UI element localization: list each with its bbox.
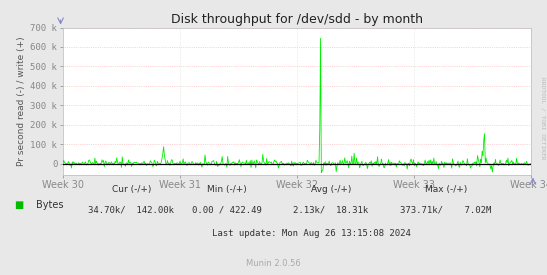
Text: 34.70k/  142.00k: 34.70k/ 142.00k [88,206,174,215]
Text: ■: ■ [14,200,23,210]
Text: Min (-/+): Min (-/+) [207,185,247,194]
Text: 0.00 / 422.49: 0.00 / 422.49 [192,206,262,215]
Text: 2.13k/  18.31k: 2.13k/ 18.31k [293,206,369,215]
Y-axis label: Pr second read (-) / write (+): Pr second read (-) / write (+) [18,36,26,166]
Text: Max (-/+): Max (-/+) [424,185,467,194]
Text: Munin 2.0.56: Munin 2.0.56 [246,260,301,268]
Title: Disk throughput for /dev/sdd - by month: Disk throughput for /dev/sdd - by month [171,13,423,26]
Text: 373.71k/    7.02M: 373.71k/ 7.02M [400,206,492,215]
Text: Cur (-/+): Cur (-/+) [112,185,151,194]
Text: Avg (-/+): Avg (-/+) [311,185,351,194]
Text: Last update: Mon Aug 26 13:15:08 2024: Last update: Mon Aug 26 13:15:08 2024 [212,229,411,238]
Text: RRDTOOL / TOBI OETIKER: RRDTOOL / TOBI OETIKER [541,77,546,160]
Text: Bytes: Bytes [36,200,63,210]
